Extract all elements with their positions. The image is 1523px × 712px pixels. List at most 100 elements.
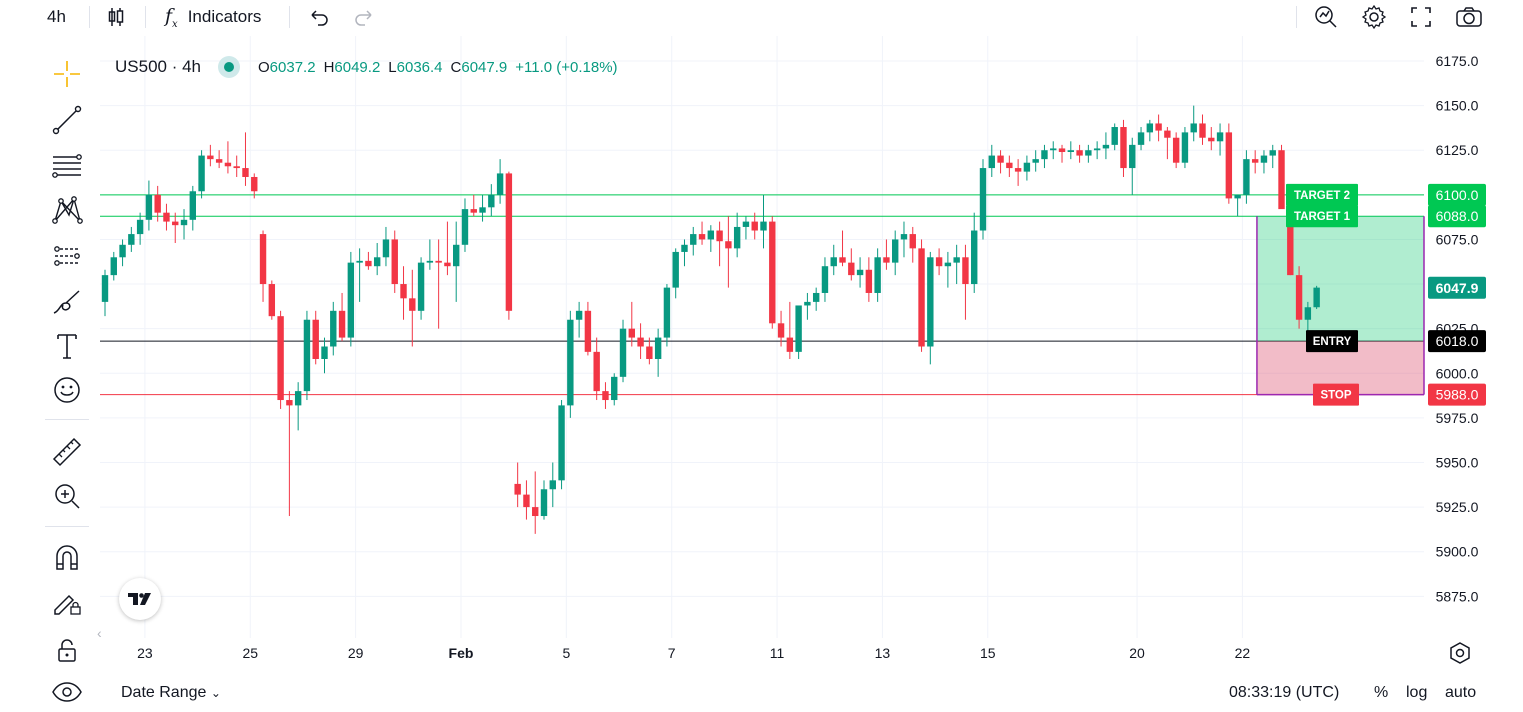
candle-body[interactable] bbox=[338, 310, 346, 338]
unlock-icon[interactable] bbox=[44, 630, 90, 670]
candle-body[interactable] bbox=[233, 166, 240, 169]
candle-body[interactable] bbox=[1304, 307, 1312, 320]
candle-body[interactable] bbox=[523, 494, 530, 508]
candle-body[interactable] bbox=[839, 257, 846, 263]
candle-body[interactable] bbox=[698, 234, 706, 240]
market-status-icon[interactable] bbox=[218, 56, 240, 78]
level-tag[interactable] bbox=[1286, 183, 1358, 206]
candle-body[interactable] bbox=[690, 234, 697, 245]
candle-body[interactable] bbox=[927, 257, 934, 347]
candle-body[interactable] bbox=[1278, 150, 1285, 210]
candle-body[interactable] bbox=[1260, 155, 1268, 163]
candle-body[interactable] bbox=[795, 305, 802, 352]
candle-body[interactable] bbox=[268, 284, 276, 317]
candle-body[interactable] bbox=[1102, 144, 1110, 149]
level-tag[interactable] bbox=[1306, 330, 1358, 353]
candle-body[interactable] bbox=[1137, 132, 1145, 145]
candle-body[interactable] bbox=[1146, 123, 1154, 133]
crosshair-icon[interactable] bbox=[44, 54, 90, 94]
candle-body[interactable] bbox=[321, 346, 328, 359]
candle-body[interactable] bbox=[865, 269, 873, 293]
candle-body[interactable] bbox=[1006, 162, 1013, 169]
candle-body[interactable] bbox=[373, 257, 381, 267]
candle-body[interactable] bbox=[1067, 150, 1074, 153]
candle-body[interactable] bbox=[619, 328, 627, 377]
candle-body[interactable] bbox=[444, 262, 451, 267]
trendline-icon[interactable] bbox=[44, 100, 90, 140]
candle-body[interactable] bbox=[1234, 194, 1241, 199]
gear-icon[interactable] bbox=[1361, 0, 1387, 34]
candles-icon[interactable] bbox=[105, 0, 127, 34]
candle-body[interactable] bbox=[628, 328, 635, 338]
candle-body[interactable] bbox=[532, 507, 539, 517]
axis-settings-icon[interactable] bbox=[1447, 640, 1473, 666]
candle-body[interactable] bbox=[1085, 150, 1092, 156]
candle-body[interactable] bbox=[1093, 148, 1101, 151]
candle-body[interactable] bbox=[1287, 209, 1294, 276]
brush-icon[interactable] bbox=[44, 282, 90, 322]
candle-body[interactable] bbox=[725, 241, 732, 249]
undo-icon[interactable] bbox=[307, 0, 329, 34]
candle-body[interactable] bbox=[637, 337, 644, 347]
candle-body[interactable] bbox=[812, 292, 820, 302]
candle-body[interactable] bbox=[303, 319, 311, 392]
candle-body[interactable] bbox=[575, 310, 583, 320]
candle-body[interactable] bbox=[154, 194, 161, 213]
candle-body[interactable] bbox=[971, 230, 978, 285]
candle-body[interactable] bbox=[488, 194, 495, 208]
candle-body[interactable] bbox=[496, 173, 504, 195]
utc-clock[interactable]: 08:33:19 (UTC) bbox=[1229, 684, 1340, 701]
candle-body[interactable] bbox=[1216, 132, 1224, 142]
candle-body[interactable] bbox=[804, 301, 811, 306]
candle-body[interactable] bbox=[198, 155, 205, 192]
candle-body[interactable] bbox=[1164, 130, 1171, 138]
candle-body[interactable] bbox=[777, 323, 785, 338]
candle-body[interactable] bbox=[417, 262, 425, 311]
candle-body[interactable] bbox=[909, 234, 916, 249]
candle-body[interactable] bbox=[294, 391, 302, 406]
candle-body[interactable] bbox=[1172, 137, 1180, 163]
candle-body[interactable] bbox=[944, 262, 952, 267]
candle-body[interactable] bbox=[1190, 123, 1197, 133]
pattern-icon[interactable] bbox=[44, 190, 90, 230]
candle-body[interactable] bbox=[470, 209, 477, 213]
tradingview-logo[interactable] bbox=[119, 578, 161, 620]
candle-body[interactable] bbox=[180, 219, 188, 226]
candle-body[interactable] bbox=[453, 244, 460, 267]
candle-body[interactable] bbox=[224, 162, 232, 167]
candle-body[interactable] bbox=[848, 262, 855, 276]
candle-body[interactable] bbox=[1023, 162, 1031, 172]
candle-body[interactable] bbox=[277, 316, 284, 401]
candle-body[interactable] bbox=[733, 226, 741, 249]
candle-body[interactable] bbox=[242, 168, 249, 177]
candle-body[interactable] bbox=[716, 230, 723, 242]
candle-body[interactable] bbox=[1251, 159, 1259, 163]
candle-body[interactable] bbox=[101, 275, 109, 302]
candle-body[interactable] bbox=[119, 244, 126, 258]
candle-body[interactable] bbox=[874, 257, 881, 293]
candle-body[interactable] bbox=[1295, 275, 1303, 320]
candle-body[interactable] bbox=[461, 209, 469, 245]
candle-body[interactable] bbox=[892, 239, 899, 263]
candle-body[interactable] bbox=[136, 219, 144, 235]
candle-body[interactable] bbox=[479, 207, 486, 213]
candle-body[interactable] bbox=[646, 346, 653, 359]
profit-zone[interactable] bbox=[1256, 216, 1424, 342]
candle-body[interactable] bbox=[1208, 137, 1215, 142]
candle-body[interactable] bbox=[128, 234, 135, 245]
candle-body[interactable] bbox=[400, 284, 407, 299]
candle-body[interactable] bbox=[1225, 132, 1233, 199]
candle-body[interactable] bbox=[856, 269, 864, 276]
candle-body[interactable] bbox=[259, 234, 267, 285]
candle-body[interactable] bbox=[900, 234, 908, 240]
candle-body[interactable] bbox=[663, 287, 671, 338]
candle-body[interactable] bbox=[593, 351, 600, 392]
candle-body[interactable] bbox=[435, 260, 442, 263]
candle-body[interactable] bbox=[707, 230, 715, 240]
camera-icon[interactable] bbox=[1455, 0, 1483, 34]
candle-body[interactable] bbox=[356, 260, 363, 263]
candle-body[interactable] bbox=[883, 257, 890, 263]
candle-body[interactable] bbox=[382, 239, 390, 258]
candle-body[interactable] bbox=[935, 257, 943, 267]
